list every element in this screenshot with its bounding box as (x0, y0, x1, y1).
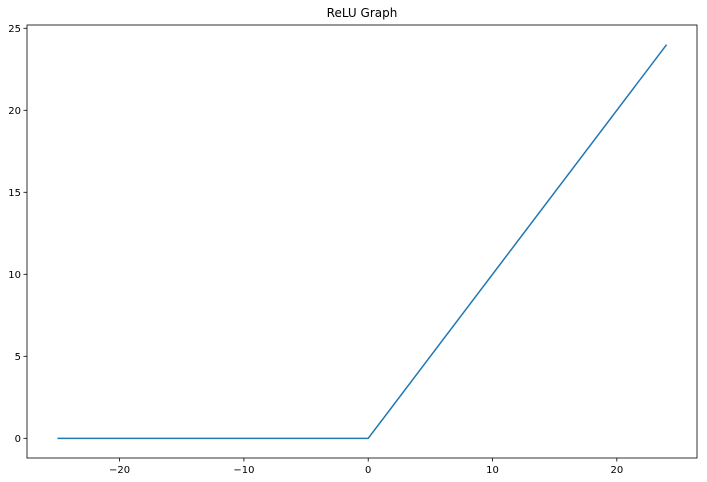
y-tick-label: 20 (8, 106, 21, 117)
plot-frame (26, 24, 698, 459)
x-tick-label: −10 (233, 465, 254, 476)
y-axis-ticks: 0 5 10 15 20 25 (8, 24, 27, 445)
y-tick-label: 0 (15, 434, 21, 445)
y-tick-label: 25 (8, 24, 21, 35)
x-tick-label: 10 (486, 465, 499, 476)
x-axis-ticks: −20 −10 0 10 20 (109, 458, 623, 476)
chart-title: ReLU Graph (327, 6, 398, 20)
x-tick-label: 20 (610, 465, 623, 476)
y-tick-label: 5 (15, 352, 21, 363)
y-tick-label: 15 (8, 188, 21, 199)
series-line-0 (57, 44, 668, 440)
y-tick-label: 10 (8, 270, 21, 281)
x-tick-label: 0 (365, 465, 371, 476)
series-layer (57, 44, 668, 440)
x-tick-label: −20 (109, 465, 130, 476)
